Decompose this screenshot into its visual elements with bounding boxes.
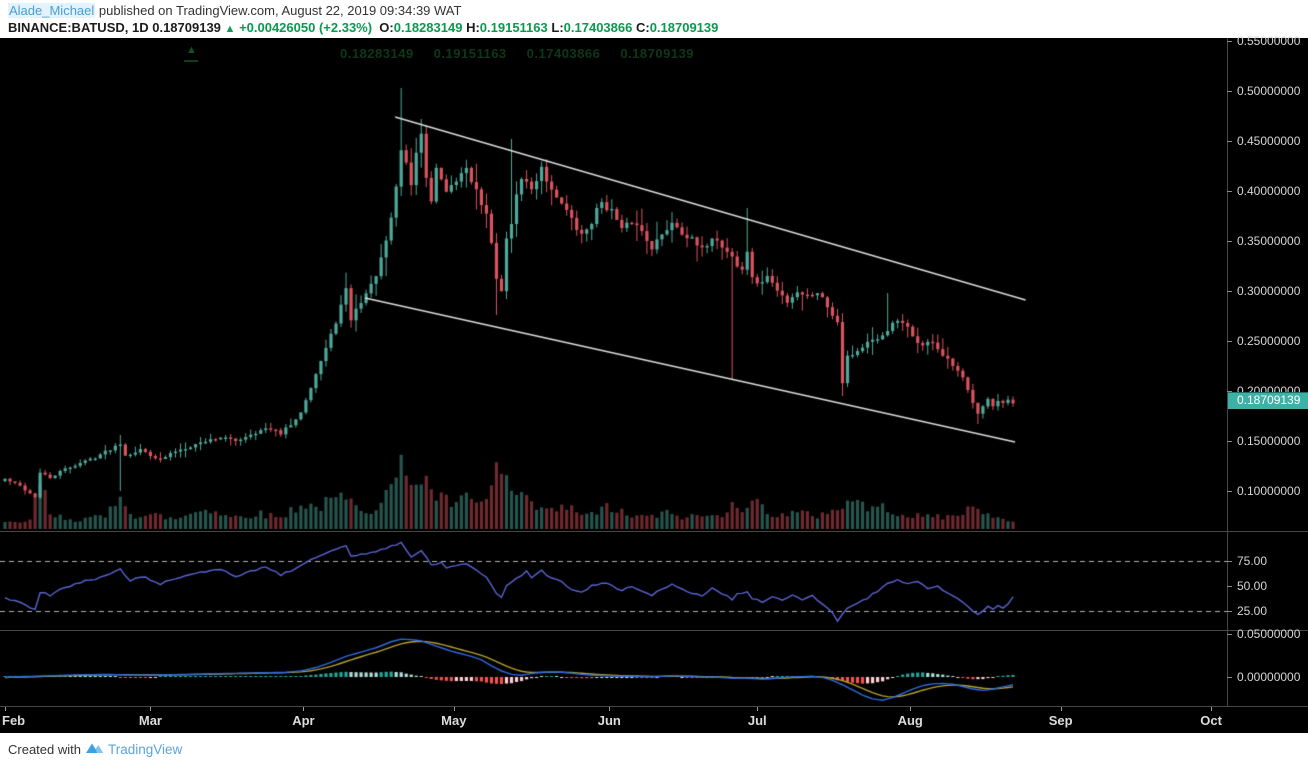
published-text: published on TradingView.com, August 22,… xyxy=(95,3,462,18)
month-label-apr: Apr xyxy=(292,713,315,728)
published-line: Alade_Michael published on TradingView.c… xyxy=(8,3,461,18)
month-label-jul: Jul xyxy=(747,713,767,728)
time-axis-border xyxy=(0,706,1308,707)
month-label-jun: Jun xyxy=(597,713,621,728)
macd-0.05-tick xyxy=(1227,634,1232,635)
pane-separator-rsi[interactable] xyxy=(0,531,1308,532)
price-0.55-tick xyxy=(1227,41,1232,42)
month-tick-may xyxy=(453,707,455,711)
symbol-ohlc-line: BINANCE:BATUSD, 1D 0.18709139 ▲ +0.00426… xyxy=(8,20,718,35)
month-tick-aug xyxy=(910,707,912,711)
snapshot-header: Alade_Michael published on TradingView.c… xyxy=(0,0,1308,38)
pane-separator-macd[interactable] xyxy=(0,630,1308,631)
month-label-aug: Aug xyxy=(897,713,923,728)
price-axis-border xyxy=(1227,38,1228,733)
open-value: 0.18283149 xyxy=(393,20,463,35)
last-price-badge: 0.18709139 xyxy=(1228,392,1308,409)
price-0.4-tick xyxy=(1227,191,1232,192)
price-0.3-label: 0.30000000 xyxy=(1237,284,1301,298)
price-0.45-label: 0.45000000 xyxy=(1237,134,1301,148)
snapshot-footer: Created with TradingView xyxy=(0,733,1308,768)
price-chart-canvas[interactable] xyxy=(0,38,1227,706)
rsi-25-tick xyxy=(1227,611,1232,612)
tradingview-logo-icon xyxy=(85,741,104,758)
price-change: +0.00426050 (+2.33%) xyxy=(239,20,373,35)
rsi-75-tick xyxy=(1227,561,1232,562)
open-label: O: xyxy=(379,20,394,35)
price-0.35-tick xyxy=(1227,241,1232,242)
month-label-feb: Feb xyxy=(2,713,26,728)
ghost-legend-triangle-icon: ▲ xyxy=(186,44,197,56)
price-0.25-tick xyxy=(1227,341,1232,342)
chart-area: ▲ 0.18283149 0.19151163 0.17403866 0.187091… xyxy=(0,34,1308,733)
month-label-may: May xyxy=(441,713,467,728)
price-0.15-label: 0.15000000 xyxy=(1237,434,1301,448)
ghost-legend-dash xyxy=(184,60,198,62)
price-0.55-label: 0.55000000 xyxy=(1237,34,1301,48)
price-0.2-tick xyxy=(1227,391,1232,392)
high-label: H: xyxy=(466,20,480,35)
rsi-25-label: 25.00 xyxy=(1237,604,1268,618)
month-tick-oct xyxy=(1211,707,1213,711)
month-label-mar: Mar xyxy=(138,713,162,728)
macd-0-tick xyxy=(1227,677,1232,678)
rsi-50-tick xyxy=(1227,586,1232,587)
low-value: 0.17403866 xyxy=(563,20,633,35)
month-tick-apr xyxy=(303,707,305,711)
month-tick-feb xyxy=(5,707,6,711)
price-0.1-tick xyxy=(1227,491,1232,492)
low-label: L: xyxy=(551,20,564,35)
author-link[interactable]: Alade_Michael xyxy=(8,3,96,18)
month-tick-mar xyxy=(150,707,152,711)
high-value: 0.19151163 xyxy=(479,20,548,35)
time-axis[interactable]: Feb Mar Apr May Jun Jul Aug Sep Oct xyxy=(0,707,1308,733)
tradingview-brand-link[interactable]: TradingView xyxy=(107,742,183,757)
price-0.15-tick xyxy=(1227,441,1232,442)
symbol-name[interactable]: BINANCE:BATUSD, 1D xyxy=(8,20,149,35)
price-0.35-label: 0.35000000 xyxy=(1237,234,1301,248)
up-triangle-icon: ▲ xyxy=(224,23,236,35)
last-price: 0.18709139 xyxy=(152,20,221,35)
month-tick-jul xyxy=(757,707,759,711)
price-0.5-label: 0.50000000 xyxy=(1237,84,1301,98)
ghost-ohlc-legend: 0.18283149 0.19151163 0.17403866 0.18709139 xyxy=(340,46,695,61)
rsi-75-label: 75.00 xyxy=(1237,554,1268,568)
price-0.25-label: 0.25000000 xyxy=(1237,334,1301,348)
month-tick-jun xyxy=(609,707,611,711)
price-0.45-tick xyxy=(1227,141,1232,142)
close-label: C: xyxy=(635,20,650,35)
month-label-oct: Oct xyxy=(1200,713,1222,728)
macd-0-label: 0.00000000 xyxy=(1237,670,1301,684)
month-label-sep: Sep xyxy=(1048,713,1073,728)
price-0.4-label: 0.40000000 xyxy=(1237,184,1301,198)
created-with-text: Created with xyxy=(8,742,81,757)
price-0.5-tick xyxy=(1227,91,1232,92)
macd-0.05-label: 0.05000000 xyxy=(1237,627,1301,641)
rsi-50-label: 50.00 xyxy=(1237,579,1268,593)
close-value: 0.18709139 xyxy=(649,20,719,35)
month-tick-sep xyxy=(1060,707,1062,711)
price-0.3-tick xyxy=(1227,291,1232,292)
price-0.1-label: 0.10000000 xyxy=(1237,484,1301,498)
